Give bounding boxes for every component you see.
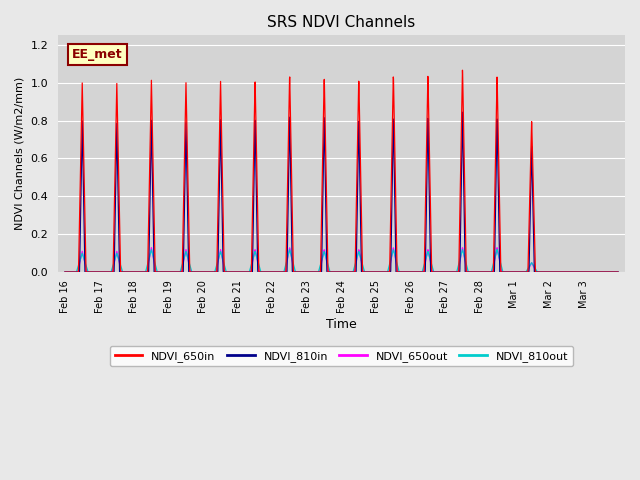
NDVI_810in <box>614 269 622 275</box>
NDVI_650out <box>614 269 622 275</box>
NDVI_810out <box>530 263 538 269</box>
NDVI_810out <box>148 247 156 252</box>
NDVI_810in <box>174 269 182 275</box>
NDVI_650in <box>412 269 420 275</box>
NDVI_650in <box>614 269 622 275</box>
NDVI_650out <box>175 269 182 275</box>
NDVI_810in <box>530 239 538 244</box>
NDVI_810in <box>461 269 469 275</box>
NDVI_650out <box>413 269 420 275</box>
NDVI_810out <box>461 257 469 263</box>
X-axis label: Time: Time <box>326 318 357 331</box>
NDVI_810out <box>175 269 182 275</box>
Text: EE_met: EE_met <box>72 48 123 61</box>
NDVI_650out <box>497 263 504 269</box>
NDVI_810in <box>459 109 467 115</box>
NDVI_810in <box>497 269 504 275</box>
NDVI_810out <box>413 269 420 275</box>
NDVI_650out <box>61 269 68 275</box>
NDVI_650in <box>61 269 68 275</box>
NDVI_650in <box>461 214 469 219</box>
NDVI_650out <box>148 245 156 251</box>
NDVI_810in <box>412 269 420 275</box>
NDVI_650in <box>608 269 616 275</box>
NDVI_650out <box>608 269 616 275</box>
NDVI_650in <box>530 201 538 206</box>
Line: NDVI_650out: NDVI_650out <box>65 248 618 272</box>
NDVI_810out <box>61 269 68 275</box>
NDVI_810out <box>614 269 622 275</box>
NDVI_650out <box>530 264 538 270</box>
Legend: NDVI_650in, NDVI_810in, NDVI_650out, NDVI_810out: NDVI_650in, NDVI_810in, NDVI_650out, NDV… <box>110 346 573 366</box>
Line: NDVI_810out: NDVI_810out <box>65 250 618 272</box>
Y-axis label: NDVI Channels (W/m2/mm): NDVI Channels (W/m2/mm) <box>15 77 25 230</box>
Line: NDVI_650in: NDVI_650in <box>65 70 618 272</box>
Line: NDVI_810in: NDVI_810in <box>65 112 618 272</box>
NDVI_650out <box>461 259 469 265</box>
NDVI_650in <box>497 252 504 258</box>
NDVI_810in <box>61 269 68 275</box>
NDVI_650in <box>174 269 182 275</box>
NDVI_810out <box>497 260 504 265</box>
NDVI_650in <box>459 67 467 73</box>
NDVI_810in <box>608 269 616 275</box>
Title: SRS NDVI Channels: SRS NDVI Channels <box>268 15 415 30</box>
NDVI_810out <box>608 269 616 275</box>
